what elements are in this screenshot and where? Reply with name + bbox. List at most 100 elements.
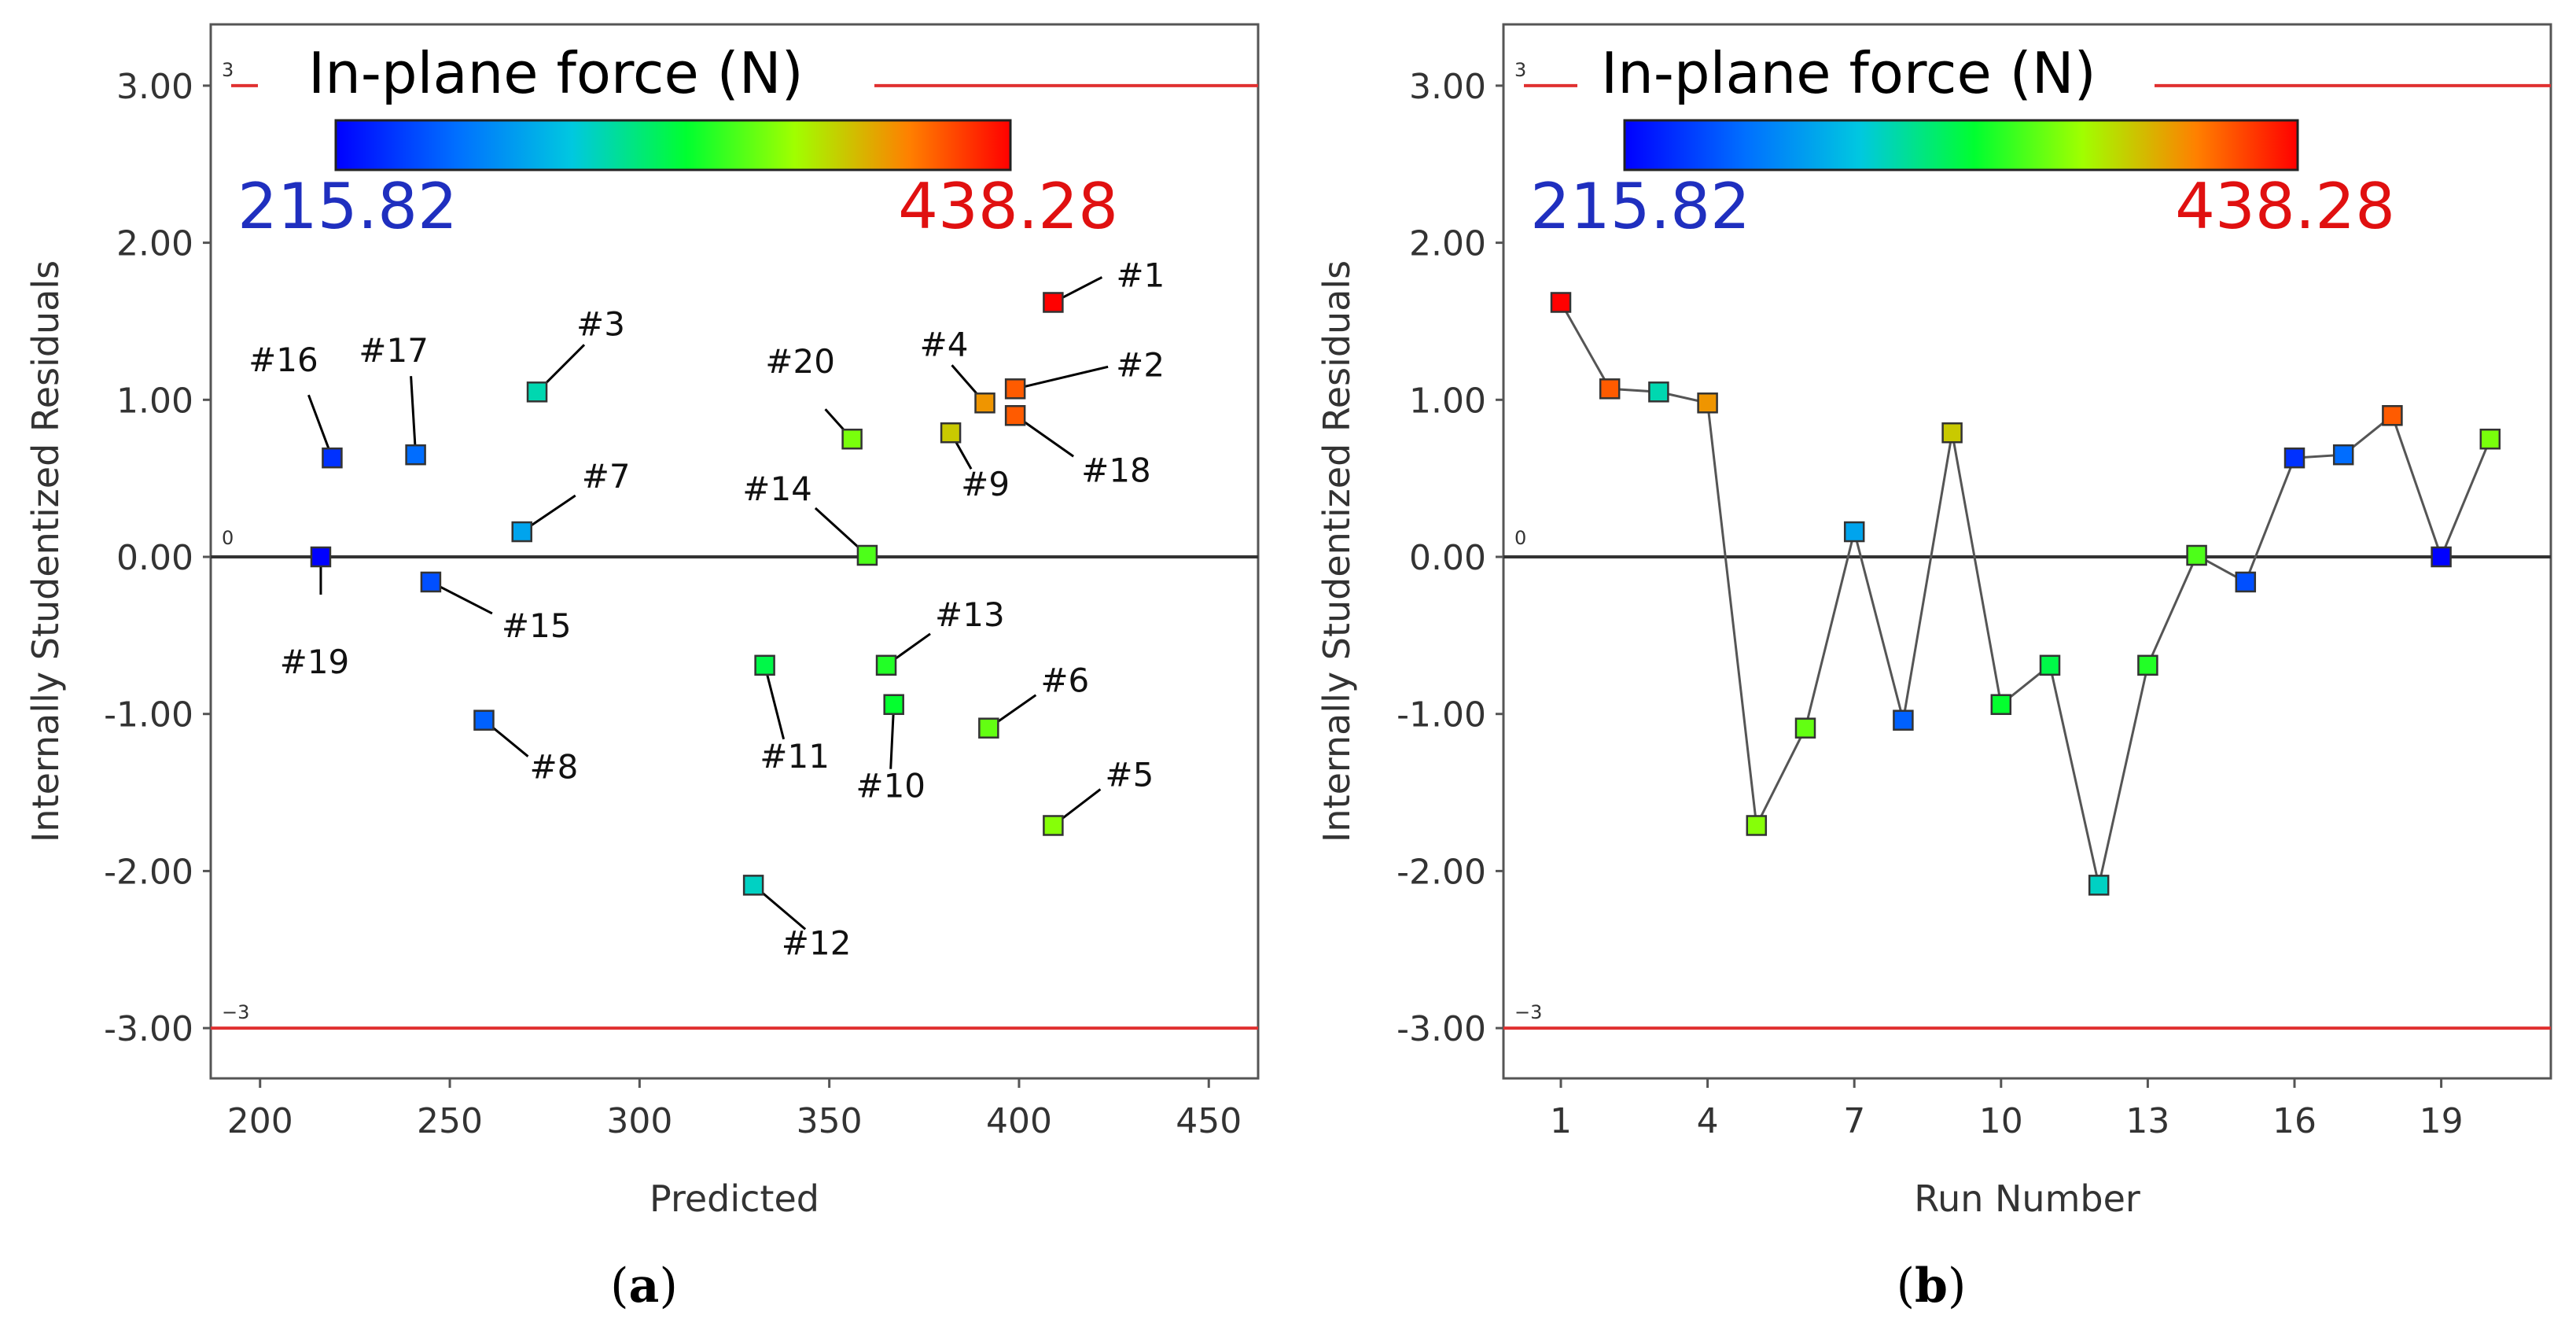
colorbar: In-plane force (N) 215.82 438.28	[1530, 40, 2395, 243]
data-point	[511, 521, 532, 543]
x-tick-label: 19	[2420, 1101, 2464, 1141]
data-point	[2039, 654, 2061, 676]
colorbar-min-label: 215.82	[1530, 170, 1750, 243]
data-point	[974, 392, 995, 414]
colorbar-title: In-plane force (N)	[1601, 40, 2096, 106]
panel-b: 3 −3 0 In-plane force (N) 215.82 438.28 3.00…	[1316, 23, 2552, 1314]
y-tick-label: 3.00	[116, 67, 193, 107]
data-point	[883, 694, 904, 715]
point-label: #5	[1105, 755, 1154, 794]
x-tick-label: 4	[1697, 1101, 1719, 1141]
data-points	[310, 292, 1064, 896]
plot-frame	[209, 23, 1260, 1080]
data-point	[1599, 378, 1621, 400]
x-tick-label: 450	[1176, 1101, 1242, 1141]
x-tick-label: 350	[797, 1101, 863, 1141]
data-point	[1697, 392, 1718, 414]
point-label: #10	[856, 767, 926, 805]
data-point	[473, 709, 495, 731]
colorbar: In-plane force (N) 215.82 438.28	[237, 40, 1118, 243]
data-point	[526, 381, 548, 403]
x-tick-label: 7	[1843, 1101, 1865, 1141]
upper-limit-label: 3	[1514, 59, 1526, 81]
data-point	[754, 654, 775, 676]
data-point	[322, 447, 343, 469]
panel-letter: a	[629, 1258, 660, 1314]
panel-label: (a)	[610, 1258, 678, 1314]
data-point	[420, 571, 442, 593]
panel-label: (b)	[1897, 1258, 1967, 1314]
colorbar-gradient	[1623, 119, 2299, 171]
point-label: #13	[935, 595, 1005, 634]
label-leader-line	[764, 665, 786, 740]
series-line	[1559, 301, 2492, 886]
plot-frame	[1502, 23, 2552, 1080]
data-point	[1843, 521, 1865, 543]
x-tick-label: 300	[606, 1101, 672, 1141]
x-tick-label: 1	[1550, 1101, 1572, 1141]
data-point	[310, 546, 332, 568]
reference-lines: 3 −3 0	[211, 59, 1258, 1030]
data-point	[1004, 378, 1026, 400]
lower-limit-label: −3	[222, 1001, 249, 1023]
data-point	[1550, 292, 1572, 313]
point-label: #8	[529, 748, 578, 787]
data-point	[940, 422, 962, 444]
point-label: #16	[248, 341, 318, 379]
x-tick-label: 16	[2272, 1101, 2317, 1141]
x-tick-label: 250	[417, 1101, 483, 1141]
point-label: #1	[1116, 256, 1165, 294]
y-tick-label: -3.00	[1397, 1009, 1486, 1049]
data-point	[2235, 571, 2257, 593]
point-label: #20	[765, 342, 835, 381]
data-points	[1550, 292, 2501, 896]
y-tick-label: -1.00	[104, 695, 193, 735]
data-point	[1648, 381, 1669, 403]
x-tick-label: 200	[227, 1101, 293, 1141]
data-point	[1794, 717, 1816, 739]
x-tick-label: 400	[986, 1101, 1052, 1141]
data-point	[2382, 405, 2403, 426]
x-axis-title: Predicted	[650, 1177, 819, 1220]
colorbar-max-label: 438.28	[898, 170, 1118, 243]
data-point	[2479, 428, 2501, 450]
y-axis-ticks: 3.00 2.00 1.00 0.00 -1.00 -2.00 -3.00	[1397, 67, 1503, 1049]
y-tick-label: 3.00	[1409, 67, 1486, 107]
data-point	[875, 654, 897, 676]
lower-limit-label: −3	[1514, 1001, 1542, 1023]
upper-limit-label: 3	[222, 59, 234, 81]
data-point	[978, 717, 999, 739]
colorbar-min-label: 215.82	[237, 170, 458, 243]
x-axis-ticks: 200 250 300 350 400 450	[227, 1078, 1242, 1141]
point-label: #12	[782, 923, 852, 962]
data-point	[2332, 444, 2354, 466]
data-point	[2186, 544, 2207, 566]
data-point	[2283, 447, 2306, 469]
point-label: #11	[760, 737, 830, 776]
y-axis-ticks: 3.00 2.00 1.00 0.00 -1.00 -2.00 -3.00	[104, 67, 211, 1049]
colorbar-max-label: 438.28	[2175, 170, 2395, 243]
reference-lines: 3 −3 0	[1503, 59, 2551, 1030]
x-tick-label: 10	[1979, 1101, 2023, 1141]
zero-label: 0	[1514, 527, 1526, 549]
data-point	[841, 428, 863, 450]
y-tick-label: 0.00	[116, 538, 193, 578]
data-point	[1746, 815, 1768, 836]
data-point	[1043, 292, 1064, 313]
point-label: #14	[742, 470, 812, 508]
y-axis-title: Internally Studentized Residuals	[1316, 260, 1358, 842]
point-label: #6	[1040, 661, 1089, 700]
data-point	[2137, 654, 2158, 676]
point-labels: #1 #2 #3 #4 #5 #6 #7 #8 #9 #10 #11 #12 #13 #14 #15 #16 #…	[248, 256, 1165, 962]
colorbar-title: In-plane force (N)	[308, 40, 804, 106]
x-axis-ticks: 1 4 7 10 13 16 19	[1550, 1078, 2464, 1141]
data-point	[2088, 875, 2110, 896]
data-point	[1941, 422, 1963, 444]
data-point	[742, 875, 764, 896]
data-point	[1893, 709, 1914, 731]
panel-letter: b	[1915, 1258, 1948, 1314]
point-label: #17	[359, 331, 429, 370]
y-tick-label: -2.00	[1397, 852, 1486, 892]
x-axis-title: Run Number	[1914, 1177, 2140, 1220]
